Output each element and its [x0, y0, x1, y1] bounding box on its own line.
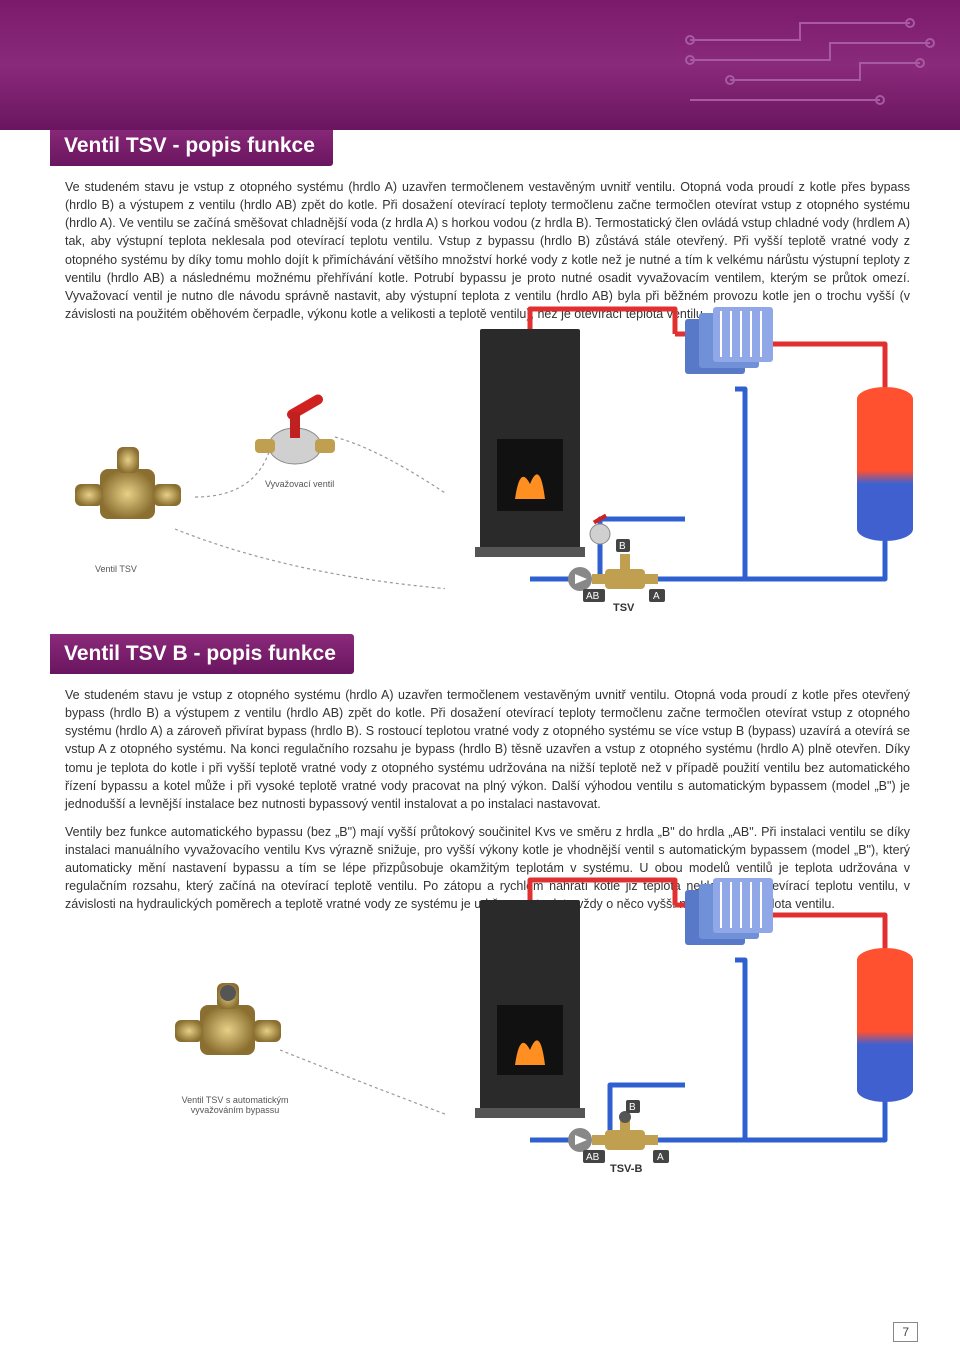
balancing-valve-image [250, 394, 340, 474]
svg-text:A: A [657, 1152, 664, 1163]
svg-text:TSV-B: TSV-B [610, 1163, 642, 1175]
label-ventil-tsvb: Ventil TSV s automatickým vyvažováním by… [175, 1095, 295, 1115]
diagram-1: Vyvažovací ventil Ventil TSV [65, 329, 910, 619]
header-band [0, 0, 960, 130]
page-number: 7 [893, 1322, 918, 1342]
svg-text:TSV: TSV [613, 602, 635, 614]
diagram-2: Ventil TSV s automatickým vyvažováním by… [65, 920, 910, 1180]
section-2: Ventil TSV B - popis funkce Ve studeném … [0, 634, 960, 1180]
svg-text:A: A [653, 591, 660, 602]
svg-text:AB: AB [586, 1152, 600, 1163]
svg-text:B: B [619, 541, 626, 552]
svg-text:B: B [629, 1102, 636, 1113]
circuit-decoration [680, 15, 940, 115]
tsvb-valve-image [165, 975, 295, 1085]
section-1: Ventil TSV - popis funkce Ve studeném st… [0, 126, 960, 619]
schematic-1: AB A B TSV [435, 289, 915, 619]
tsv-valve-image [65, 439, 195, 549]
section-2-title: Ventil TSV B - popis funkce [50, 634, 354, 674]
section-2-body-1: Ve studeném stavu je vstup z otopného sy… [65, 686, 910, 813]
label-vyvazovaci: Vyvažovací ventil [265, 479, 334, 489]
section-1-title: Ventil TSV - popis funkce [50, 126, 333, 166]
svg-text:AB: AB [586, 591, 600, 602]
schematic-2: AB A B TSV-B [435, 860, 915, 1180]
label-ventil-tsv: Ventil TSV [95, 564, 137, 574]
